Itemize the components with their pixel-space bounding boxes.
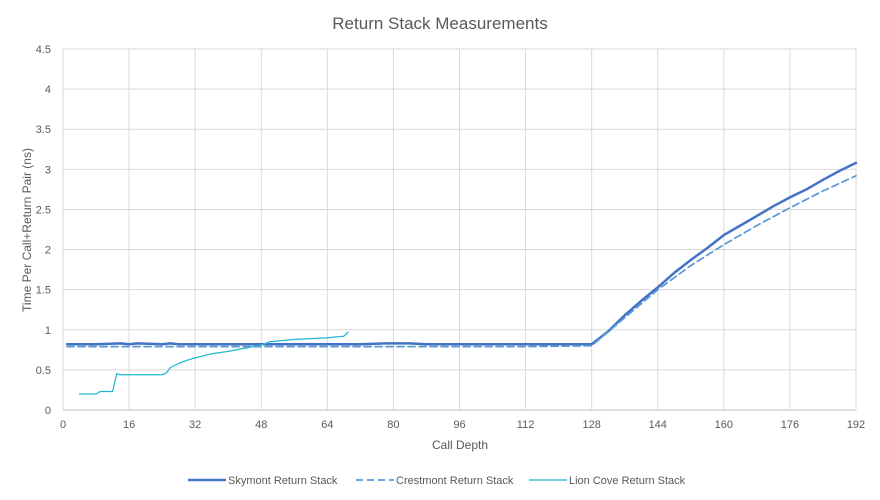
series-line-0 xyxy=(65,161,858,346)
legend-label-1: Crestmont Return Stack xyxy=(396,475,514,487)
x-tick-label: 144 xyxy=(649,419,667,431)
x-tick-label: 192 xyxy=(847,419,865,431)
y-axis-title: Time Per Call+Return Pair (ns) xyxy=(20,148,34,312)
series-line-2 xyxy=(78,331,349,395)
x-tick-label: 160 xyxy=(715,419,733,431)
x-tick-label: 128 xyxy=(582,419,600,431)
legend: Skymont Return Stack Crestmont Return Sta… xyxy=(188,475,686,487)
y-tick-label: 1 xyxy=(45,325,51,337)
y-tick-label: 1.5 xyxy=(36,285,51,297)
x-axis-title: Call Depth xyxy=(432,438,488,452)
x-tick-label: 32 xyxy=(189,419,201,431)
legend-label-2: Lion Cove Return Stack xyxy=(569,475,686,487)
y-tick-label: 4 xyxy=(45,84,51,96)
y-axis-ticks: 0 0.5 1 1.5 2 2.5 3 3.5 4 4.5 xyxy=(36,44,51,417)
x-tick-label: 112 xyxy=(517,419,535,431)
y-tick-label: 2.5 xyxy=(36,204,51,216)
y-tick-label: 3 xyxy=(45,164,51,176)
x-tick-label: 96 xyxy=(453,419,465,431)
y-tick-label: 2 xyxy=(45,245,51,257)
x-tick-label: 176 xyxy=(781,419,799,431)
series-lines xyxy=(65,161,858,395)
y-tick-label: 4.5 xyxy=(36,44,51,56)
x-tick-label: 0 xyxy=(60,419,66,431)
series-line-1 xyxy=(66,174,857,348)
x-tick-label: 64 xyxy=(321,419,333,431)
grid xyxy=(62,48,857,411)
x-tick-label: 16 xyxy=(123,419,135,431)
chart-title: Return Stack Measurements xyxy=(332,14,547,33)
x-tick-label: 48 xyxy=(255,419,267,431)
y-tick-label: 3.5 xyxy=(36,124,51,136)
x-tick-label: 80 xyxy=(387,419,399,431)
legend-label-0: Skymont Return Stack xyxy=(228,475,338,487)
y-tick-label: 0.5 xyxy=(36,365,51,377)
x-axis-ticks: 0 16 32 48 64 80 96 112 128 144 160 176 192 xyxy=(60,419,865,431)
y-tick-label: 0 xyxy=(45,405,51,417)
